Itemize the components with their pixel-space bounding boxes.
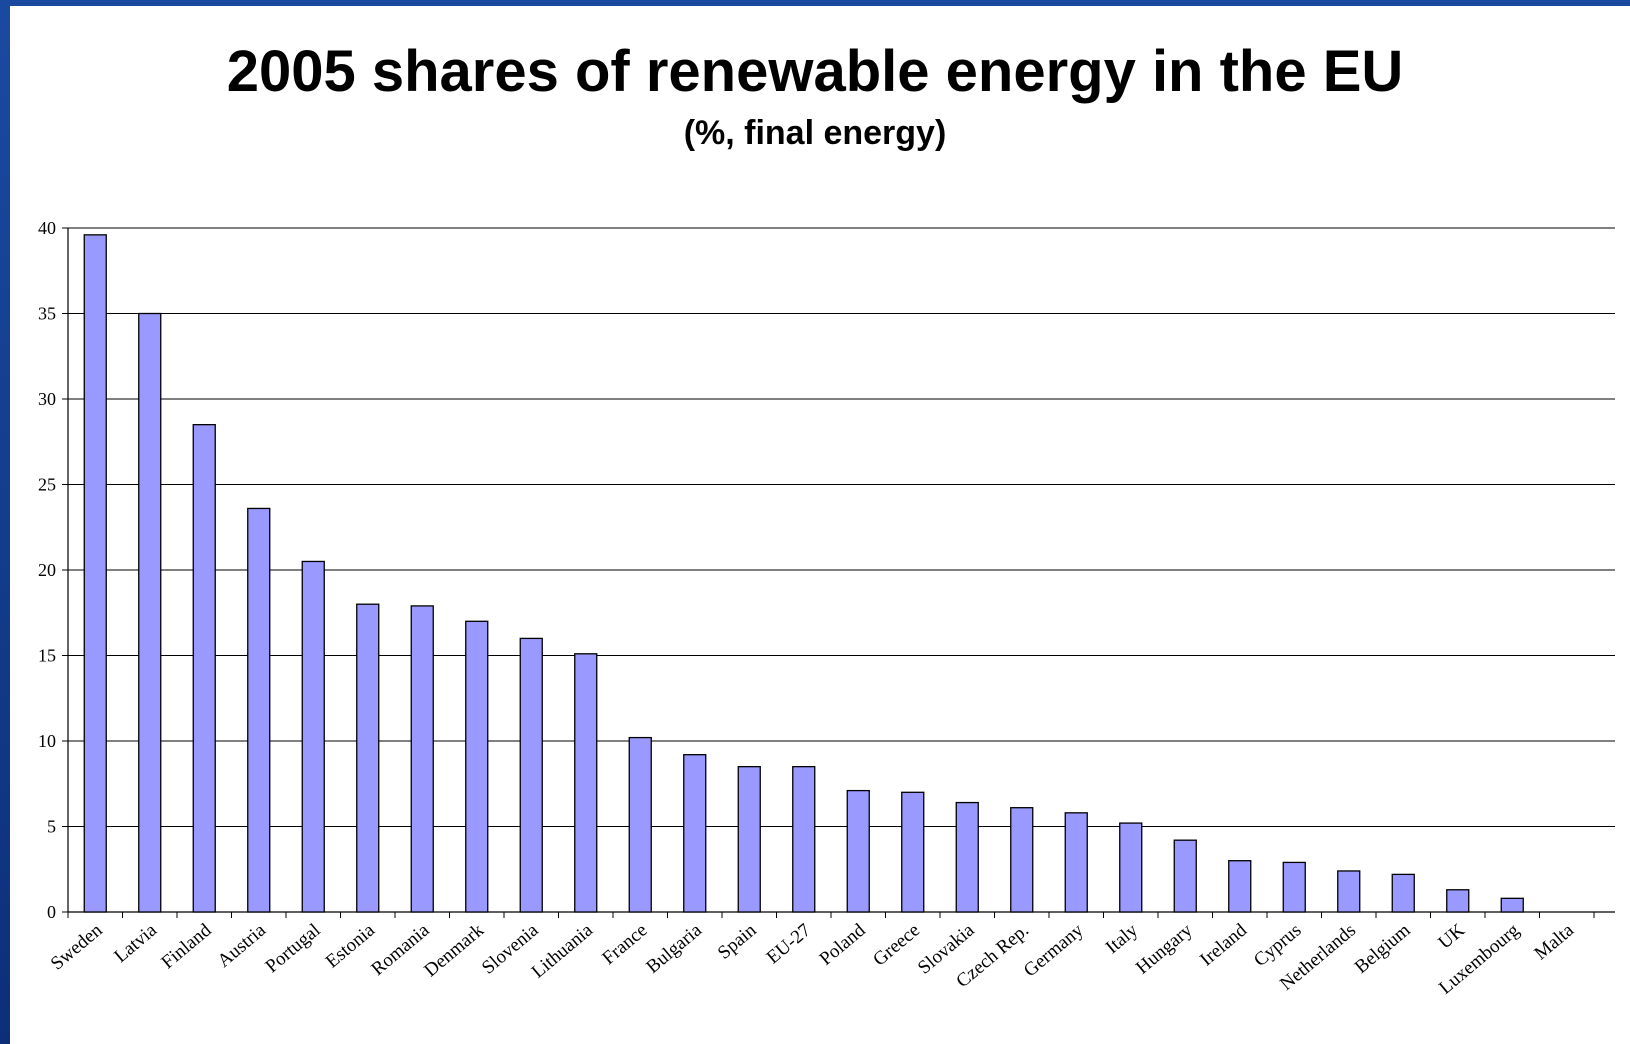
- y-tick-label: 25: [38, 475, 56, 495]
- x-tick-label: UK: [1434, 920, 1469, 954]
- bar: [955, 801, 979, 913]
- bar: [1391, 873, 1415, 913]
- bar: [1119, 822, 1143, 913]
- y-tick-label: 40: [38, 218, 56, 238]
- x-tick-label: Spain: [714, 919, 761, 963]
- y-tick-label: 15: [38, 646, 56, 666]
- x-tick-label: Germany: [1020, 919, 1088, 981]
- bar: [1282, 861, 1306, 913]
- bar: [846, 789, 870, 913]
- y-tick-label: 0: [47, 902, 56, 922]
- bar: [192, 423, 216, 913]
- y-tick-label: 10: [38, 731, 56, 751]
- chart-title: 2005 shares of renewable energy in the E…: [226, 39, 1404, 104]
- bar: [683, 754, 707, 913]
- x-tick-label: Austria: [214, 919, 271, 971]
- bar: [628, 736, 652, 913]
- bar: [247, 507, 271, 913]
- x-tick-label: Latvia: [110, 919, 161, 967]
- bar: [1173, 839, 1197, 913]
- x-tick-label: Malta: [1531, 919, 1579, 964]
- bar: [519, 637, 543, 913]
- y-tick-label: 30: [38, 389, 56, 409]
- x-tick-label: Italy: [1102, 919, 1143, 958]
- bar: [410, 605, 434, 913]
- bar: [138, 312, 162, 913]
- bar: [465, 620, 489, 913]
- bar: [1010, 807, 1034, 913]
- x-tick-label: Sweden: [47, 919, 107, 974]
- x-tick-label: Denmark: [420, 919, 488, 981]
- x-tick-label: Bulgaria: [642, 919, 706, 978]
- bar: [356, 603, 380, 913]
- bar: [792, 766, 816, 913]
- bar: [1228, 860, 1252, 913]
- bar: [1337, 870, 1361, 913]
- x-tick-label: EU-27: [763, 920, 815, 969]
- x-tick-label: Hungary: [1132, 919, 1197, 978]
- x-tick-label: Belgium: [1351, 920, 1415, 978]
- bar: [737, 766, 761, 913]
- x-tick-label: Portugal: [262, 920, 325, 977]
- x-tick-label: Poland: [816, 919, 870, 969]
- y-tick-label: 35: [38, 304, 56, 324]
- chart-subtitle: (%, final energy): [683, 114, 947, 152]
- y-tick-label: 5: [47, 817, 56, 837]
- bar: [1500, 897, 1524, 913]
- bar: [1064, 812, 1088, 913]
- x-tick-label: Lithuania: [528, 919, 598, 982]
- y-tick-label: 20: [38, 560, 56, 580]
- x-tick-label: Ireland: [1196, 919, 1251, 970]
- bar: [901, 791, 925, 913]
- x-tick-label: Finland: [157, 919, 215, 973]
- bar: [83, 234, 107, 913]
- bar: [301, 560, 325, 913]
- bar: [1446, 889, 1470, 913]
- bar: [574, 653, 598, 913]
